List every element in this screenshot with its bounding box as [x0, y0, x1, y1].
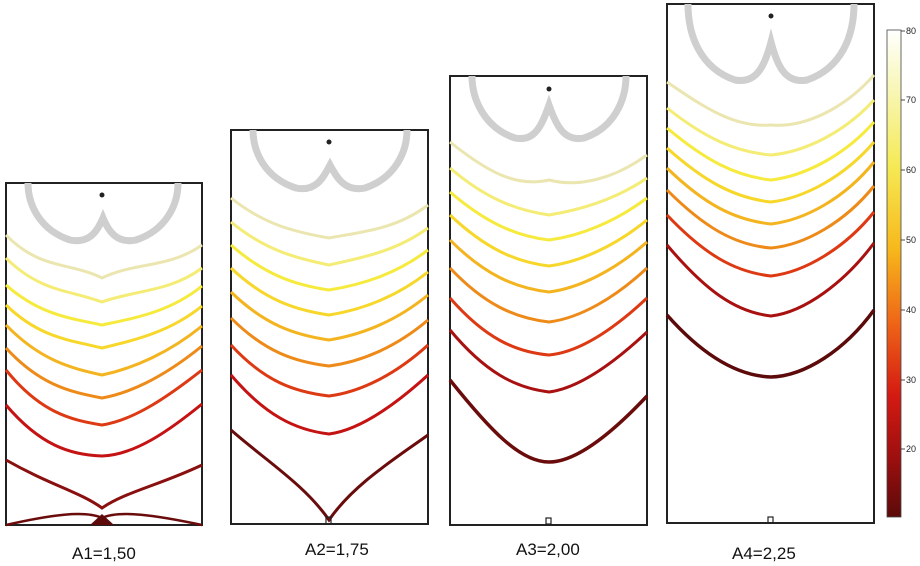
panel-a2-contour-9: [230, 428, 429, 523]
panel-a4-label: A4=2,25: [732, 544, 796, 563]
panel-a1-contour-6: [4, 344, 203, 400]
panel-a4-contour-2: [666, 98, 876, 157]
panel-a2-contours: [229, 196, 430, 525]
colorbar-tick-label: 60: [906, 165, 916, 175]
colorbar-tick-label: 40: [906, 305, 916, 315]
panel-a4-head-shape: [684, 3, 858, 84]
panel-a3-head-shape: [468, 75, 630, 143]
panel-a2-label: A2=1,75: [305, 540, 369, 559]
panel-a2-contour-3: [230, 243, 429, 292]
panel-a3-frame: [449, 75, 648, 526]
panel-a4: [665, 3, 876, 524]
panel-a3-contour-8: [448, 329, 649, 394]
panel-a1-contour-3: [5, 283, 203, 327]
panel-a1-contour-5: [4, 323, 203, 377]
panel-a3-contour-6: [448, 266, 649, 324]
panel-a1: [4, 182, 203, 527]
panel-a2-contour-2: [230, 220, 429, 267]
panel-a1-point: [99, 192, 105, 198]
panel-a1-contours: [4, 233, 203, 527]
panel-a2-head-shape: [249, 129, 411, 193]
panel-a4-contour-5: [665, 161, 876, 226]
panel-a4-contour-4: [665, 141, 876, 204]
panel-a1-head-shape: [24, 182, 182, 245]
panel-a3-contours: [448, 140, 649, 525]
panel-a1-contour-1: [4, 233, 203, 280]
panel-a1-contour-11: [90, 514, 114, 525]
panel-a3-contour-5: [448, 238, 648, 294]
colorbar: 20 30 40 50 60 70 80: [886, 26, 916, 518]
panel-a3-probe: [545, 517, 552, 525]
panel-a4-contour-7: [665, 211, 876, 278]
panel-a2-contour-6: [229, 316, 429, 368]
panel-a1-contour-8: [4, 402, 203, 458]
panel-a3-contour-7: [448, 296, 649, 357]
panel-a3-contour-9: [448, 378, 649, 464]
panel-a1-contour-7: [4, 368, 203, 427]
panel-a3-contour-1: [449, 140, 648, 185]
panel-a2-contour-8: [229, 373, 430, 436]
panel-a1-label: A1=1,50: [72, 544, 136, 563]
colorbar-ticks: 20 30 40 50 60 70 80: [901, 26, 916, 454]
colorbar-tick-label: 70: [906, 95, 916, 105]
panel-a1-contour-2: [4, 256, 203, 304]
panel-a2-contour-4: [229, 266, 429, 317]
panel-a2-frame: [230, 129, 429, 525]
colorbar-tick-label: 50: [906, 235, 916, 245]
colorbar-tick-label: 20: [906, 444, 916, 454]
panel-a4-frame: [666, 3, 875, 524]
panel-a3-contour-3: [449, 190, 648, 242]
colorbar-tick-label: 80: [906, 26, 916, 36]
panel-a3: [448, 75, 649, 526]
panel-a4-contour-9: [665, 308, 876, 379]
panel-a4-contour-1: [666, 74, 876, 127]
panel-a2-probe: [325, 516, 332, 525]
panel-a3-contour-4: [448, 213, 648, 268]
panel-a4-contour-6: [665, 185, 876, 250]
panel-a1-frame: [5, 182, 203, 526]
panel-a4-contours: [665, 74, 876, 524]
panel-a4-contour-3: [666, 121, 876, 182]
panel-a2-contour-5: [229, 290, 429, 342]
panel-a2-contour-7: [229, 343, 430, 398]
panel-a4-probe: [767, 516, 774, 524]
panel-a3-label: A3=2,00: [516, 540, 580, 559]
panel-a2-point: [326, 139, 332, 145]
colorbar-gradient: [886, 29, 902, 518]
panel-a4-contour-8: [665, 242, 876, 318]
panel-a3-point: [546, 86, 552, 92]
panel-a1-contour-9: [5, 458, 203, 510]
colorbar-tick-label: 30: [906, 375, 916, 385]
panel-a2: [229, 129, 430, 525]
panel-a1-contour-4: [4, 303, 203, 350]
panel-a4-point: [768, 13, 774, 19]
panel-a2-contour-1: [230, 196, 429, 240]
panel-a3-contour-2: [449, 166, 648, 217]
